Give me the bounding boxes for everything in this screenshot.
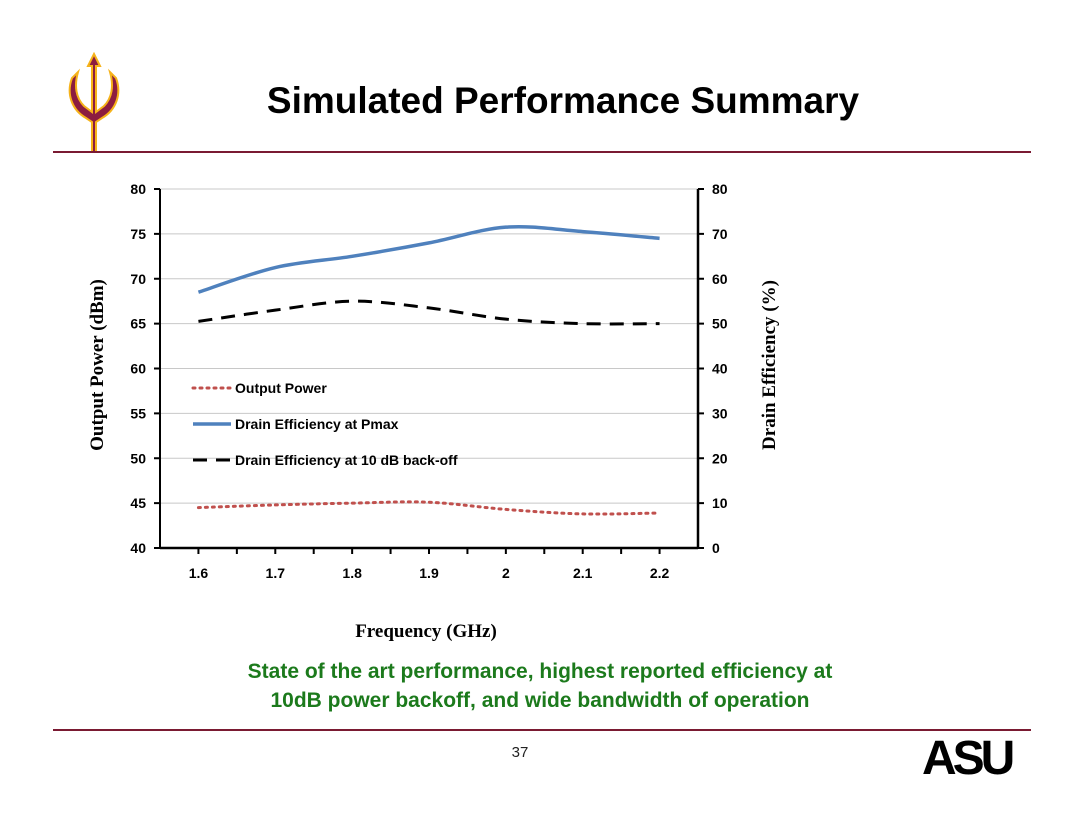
legend: Output Power Drain Efficiency at Pmax Drai… <box>191 380 458 468</box>
y-axis-left-label: Output Power (dBm) <box>87 279 108 451</box>
page-number: 37 <box>511 744 529 761</box>
y-left-tick-label: 80 <box>130 181 146 197</box>
x-tick-label: 1.9 <box>419 565 439 581</box>
y-right-tick-label: 70 <box>712 226 728 242</box>
y-right-tick-label: 10 <box>712 495 728 511</box>
y-left-tick-label: 45 <box>130 495 146 511</box>
series-line-drain-efficiency-at-10-db-back-off <box>198 299 660 326</box>
y-right-tick-label: 20 <box>712 450 728 466</box>
y-right-tick-label: 40 <box>712 361 728 377</box>
summary-line-2: 10dB power backoff, and wide bandwidth o… <box>270 689 810 712</box>
y-axis-right-label: Drain Efficiency (%) <box>759 280 780 450</box>
y-right-tick-label: 80 <box>712 181 728 197</box>
x-tick-label: 2 <box>502 565 510 581</box>
slide-title: Simulated Performance Summary <box>266 80 860 121</box>
y-left-tick-label: 50 <box>130 450 146 466</box>
y-left-tick-label: 65 <box>130 316 146 332</box>
legend-label-drain-efficiency-at-10-db-back-off: Drain Efficiency at 10 dB back-off <box>235 452 458 468</box>
summary-line-1: State of the art performance, highest re… <box>247 660 833 683</box>
x-tick-label: 2.2 <box>650 565 670 581</box>
title-divider <box>53 151 1031 153</box>
x-tick-label: 1.8 <box>342 565 362 581</box>
x-tick-label: 2.1 <box>573 565 593 581</box>
series-layer <box>196 224 662 516</box>
y-left-tick-label: 55 <box>130 405 146 421</box>
x-tick-label: 1.7 <box>266 565 286 581</box>
footer-divider <box>53 729 1031 731</box>
series-line-drain-efficiency-at-pmax <box>197 224 660 294</box>
y-left-tick-label: 60 <box>130 361 146 377</box>
y-left-tick-label: 75 <box>130 226 146 242</box>
x-tick-label: 1.6 <box>189 565 209 581</box>
asu-logo: ASU <box>922 732 1015 785</box>
legend-label-output-power: Output Power <box>235 380 327 396</box>
legend-label-drain-efficiency-at-pmax: Drain Efficiency at Pmax <box>235 416 399 432</box>
y-right-tick-label: 30 <box>712 405 728 421</box>
summary-text: State of the art performance, highest re… <box>0 657 1080 715</box>
series-line-output-power <box>196 500 662 516</box>
y-right-tick-label: 60 <box>712 271 728 287</box>
x-axis-label: Frequency (GHz) <box>355 621 497 642</box>
y-left-tick-label: 70 <box>130 271 146 287</box>
y-right-tick-label: 50 <box>712 316 728 332</box>
y-left-tick-label: 40 <box>130 540 146 556</box>
axes: 40 45 50 55 60 65 70 75 80 0 10 20 30 40 50 60 70 80 1.6 1.… <box>130 181 727 581</box>
y-right-tick-label: 0 <box>712 540 720 556</box>
